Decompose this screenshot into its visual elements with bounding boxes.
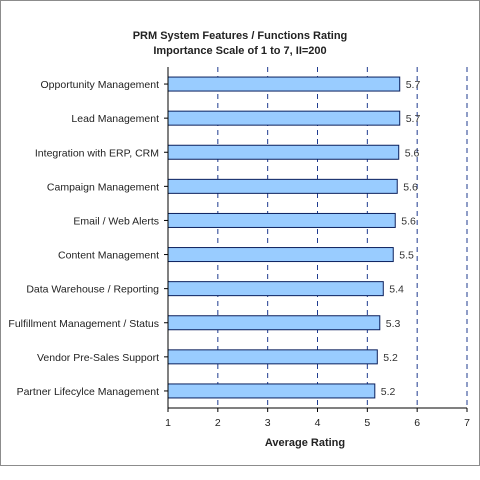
bar-1 bbox=[167, 110, 401, 126]
x-tick-label: 6 bbox=[414, 417, 420, 429]
x-tick-label: 3 bbox=[265, 417, 271, 429]
bar-9 bbox=[167, 383, 376, 399]
category-label: Campaign Management bbox=[47, 181, 159, 193]
category-label: Vendor Pre-Sales Support bbox=[37, 352, 159, 364]
value-label: 5.7 bbox=[406, 113, 421, 125]
x-tick-label: 2 bbox=[215, 417, 221, 429]
x-tick-label: 1 bbox=[165, 417, 171, 429]
category-label: Lead Management bbox=[71, 113, 159, 125]
category-label: Partner Lifecylce Management bbox=[17, 386, 159, 398]
bars bbox=[167, 76, 401, 399]
chart-title: PRM System Features / Functions Rating bbox=[132, 30, 348, 42]
value-label: 5.6 bbox=[403, 181, 418, 193]
chart-subtitle: Importance Scale of 1 to 7, II=200 bbox=[153, 45, 327, 57]
bar-0 bbox=[167, 76, 401, 92]
bar-2 bbox=[167, 144, 400, 160]
x-axis-label: Average Rating bbox=[265, 437, 345, 449]
value-label: 5.7 bbox=[406, 79, 421, 91]
value-label: 5.3 bbox=[386, 318, 401, 330]
axes: Opportunity Management 5.7 Lead Management… bbox=[8, 67, 470, 429]
category-label: Email / Web Alerts bbox=[73, 215, 159, 227]
bar-6 bbox=[167, 281, 384, 297]
bar-5 bbox=[167, 247, 394, 263]
value-label: 5.2 bbox=[383, 352, 398, 364]
category-label: Data Warehouse / Reporting bbox=[26, 284, 159, 296]
value-label: 5.6 bbox=[401, 215, 416, 227]
value-label: 5.6 bbox=[405, 147, 420, 159]
value-label: 5.2 bbox=[381, 386, 396, 398]
category-label: Integration with ERP, CRM bbox=[35, 147, 159, 159]
bar-3 bbox=[167, 178, 398, 194]
bar-4 bbox=[167, 212, 396, 228]
bar-7 bbox=[167, 315, 381, 331]
value-label: 5.4 bbox=[389, 284, 404, 296]
value-label: 5.5 bbox=[399, 250, 414, 262]
x-tick-label: 5 bbox=[364, 417, 370, 429]
x-tick-label: 7 bbox=[464, 417, 470, 429]
category-label: Content Management bbox=[58, 250, 159, 262]
bar-8 bbox=[167, 349, 378, 365]
x-tick-label: 4 bbox=[315, 417, 321, 429]
category-label: Opportunity Management bbox=[41, 79, 160, 91]
category-label: Fulfillment Management / Status bbox=[8, 318, 159, 330]
